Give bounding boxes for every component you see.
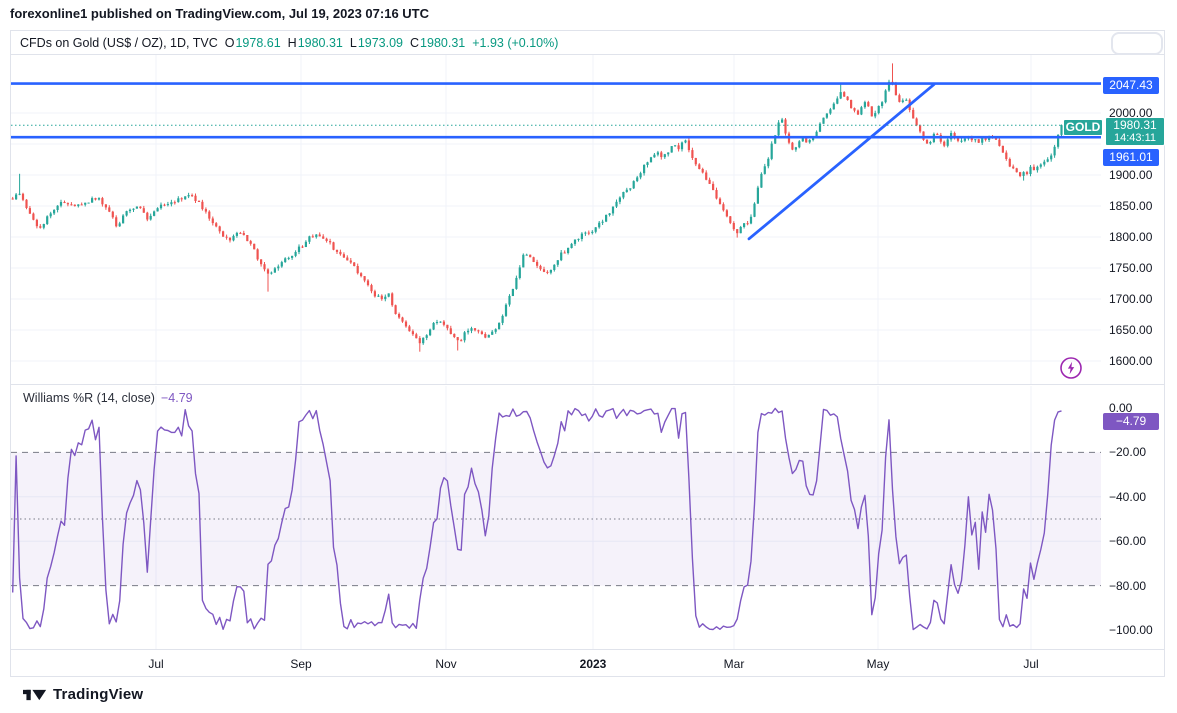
countdown-timer: 14:43:11 (1113, 132, 1156, 144)
time-axis[interactable]: Jul Sep Nov 2023 Mar May Jul (11, 649, 1164, 677)
author-name: forexonline1 (10, 6, 88, 21)
time-axis-label: Sep (290, 657, 312, 671)
wr-line (12, 407, 1062, 631)
lower-level-price-badge: 1961.01 (1103, 149, 1159, 166)
last-price-value: 1980.31 (1113, 118, 1157, 132)
price-axis[interactable]: 2000.00 1900.00 1850.00 1800.00 1750.00 1700.… (1101, 55, 1164, 384)
price-axis-label: 1650.00 (1109, 323, 1153, 337)
low-value: 1973.09 (357, 35, 404, 50)
upper-level-price-badge: 2047.43 (1103, 77, 1159, 94)
time-axis-label: Mar (723, 657, 745, 671)
indicator-value: −4.79 (160, 391, 193, 405)
high-key: H (287, 35, 297, 50)
symbol-price-flag: GOLD (1063, 119, 1103, 136)
chart-frame: CFDs on Gold (US$ / OZ), 1D, TVC O 1978.6… (10, 30, 1165, 677)
time-axis-label: May (866, 657, 890, 671)
indicator-value-badge: −4.79 (1103, 413, 1159, 430)
price-axis-label: 1700.00 (1109, 292, 1153, 306)
ohlc-open: O 1978.61 (225, 36, 281, 50)
high-value: 1980.31 (297, 35, 343, 50)
tradingview-wordmark: TradingView (53, 686, 144, 703)
wr-grid-layer (11, 386, 1101, 649)
change-value: +1.93 (+0.10%) (472, 35, 559, 50)
close-key: C (410, 35, 420, 50)
flash-icon[interactable] (1059, 356, 1083, 380)
price-axis-label: 1800.00 (1109, 230, 1153, 244)
ohlc-close: C 1980.31 (410, 36, 465, 50)
williams-r-pane[interactable] (11, 386, 1101, 649)
tradingview-footer[interactable]: TradingView (23, 686, 143, 703)
price-pane[interactable] (11, 55, 1101, 384)
close-value: 1980.31 (420, 35, 466, 50)
indicator-axis-label: −100.00 (1109, 623, 1153, 637)
price-axis-label: 1900.00 (1109, 168, 1153, 182)
open-value: 1978.61 (235, 35, 281, 50)
time-axis-label: Nov (435, 657, 457, 671)
indicator-axis[interactable]: 0.00 −20.00 −40.00 −60.00 −80.00 −100.00 (1101, 386, 1164, 649)
ohlc-high: H 1980.31 (288, 36, 343, 50)
publish-caption-rest: published on TradingView.com, Jul 19, 20… (87, 6, 430, 21)
trendline (747, 83, 936, 241)
publish-caption: forexonline1 published on TradingView.co… (10, 6, 429, 21)
last-price-badge: 1980.31 14:43:11 (1105, 117, 1165, 146)
low-key: L (349, 35, 357, 50)
indicator-legend[interactable]: Williams %R (14, close) −4.79 (23, 391, 193, 405)
price-axis-label: 1850.00 (1109, 199, 1153, 213)
indicator-axis-label: −40.00 (1109, 489, 1147, 504)
candles-layer (11, 63, 1063, 352)
price-axis-label: 2000.00 (1109, 106, 1153, 120)
price-axis-label: 1600.00 (1109, 354, 1153, 368)
indicator-axis-label: −80.00 (1109, 578, 1147, 593)
tradingview-logo-icon (23, 689, 47, 700)
time-axis-label: Jul (148, 657, 164, 671)
open-key: O (224, 35, 235, 50)
indicator-title[interactable]: Williams %R (14, close) (23, 391, 155, 405)
indicator-axis-label: −60.00 (1109, 534, 1147, 549)
grid-layer (11, 55, 1101, 384)
indicator-axis-label: −20.00 (1109, 445, 1147, 460)
symbol-title[interactable]: CFDs on Gold (US$ / OZ), 1D, TVC (20, 35, 218, 50)
symbol-legend: CFDs on Gold (US$ / OZ), 1D, TVC O 1978.6… (11, 31, 1164, 55)
snapshot-button[interactable] (1111, 32, 1163, 55)
drawings-layer[interactable] (11, 82, 1101, 241)
time-axis-label: Jul (1023, 657, 1039, 671)
pane-divider[interactable] (11, 384, 1164, 385)
indicator-axis-label: 0.00 (1109, 401, 1133, 415)
ohlc-low: L 1973.09 (350, 36, 403, 50)
time-axis-label: 2023 (579, 657, 607, 671)
price-axis-label: 1750.00 (1109, 261, 1153, 275)
